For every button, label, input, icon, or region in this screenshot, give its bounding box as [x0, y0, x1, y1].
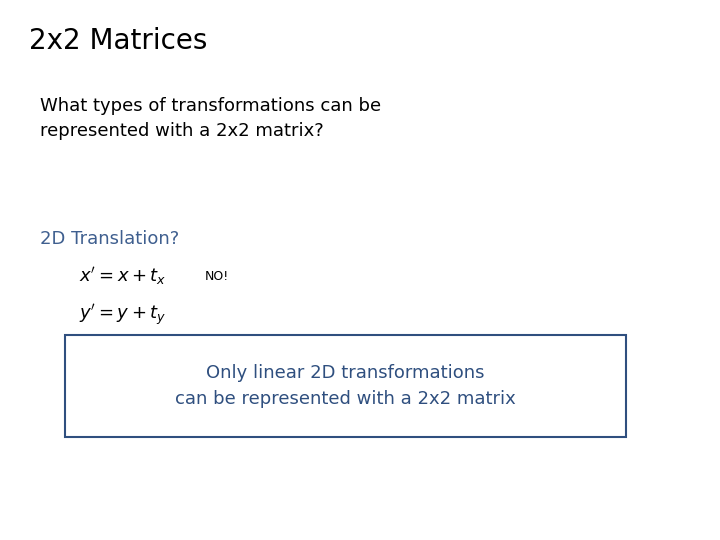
Text: NO!: NO!	[205, 270, 230, 283]
Text: $y'= y + t_y$: $y'= y + t_y$	[79, 303, 166, 328]
Text: 2D Translation?: 2D Translation?	[40, 230, 179, 247]
FancyBboxPatch shape	[65, 335, 626, 437]
Text: 2x2 Matrices: 2x2 Matrices	[29, 27, 207, 55]
Text: $x'= x + t_x$: $x'= x + t_x$	[79, 266, 166, 287]
Text: What types of transformations can be
represented with a 2x2 matrix?: What types of transformations can be rep…	[40, 97, 381, 140]
Text: Only linear 2D transformations
can be represented with a 2x2 matrix: Only linear 2D transformations can be re…	[175, 364, 516, 408]
